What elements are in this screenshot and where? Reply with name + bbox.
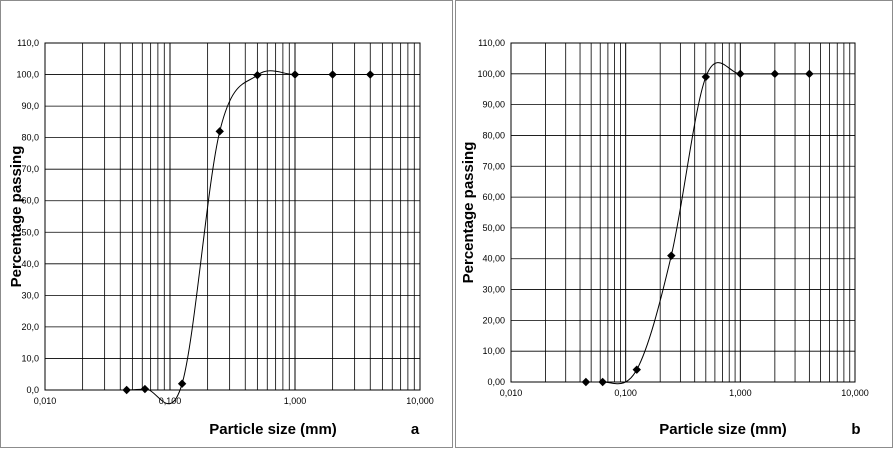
y-tick-label: 50,00 [482,223,505,233]
y-tick-label: 10,0 [21,353,39,363]
plot-area [45,43,420,390]
x-tick-label: 0,100 [614,388,637,398]
y-axis-title: Percentage passing [8,146,25,288]
x-tick-label: 10,000 [841,388,869,398]
plot-border [510,42,856,383]
x-axis-title: Particle size (mm) [659,421,787,438]
series-line [585,62,810,385]
y-tick-label: 80,00 [482,130,505,140]
chart-b-svg: 0,00 10,00 20,00 30,00 40,00 50,00 60,00 70,00 8… [460,38,869,438]
data-point [667,251,676,260]
data-point [215,127,224,136]
x-tick-label: 1,000 [284,396,307,406]
y-tick-label: 40,0 [21,259,39,269]
y-tick-label: 30,0 [21,290,39,300]
y-tick-label: 50,0 [21,227,39,237]
y-tick-label: 20,0 [21,322,39,332]
y-tick-label: 0,0 [26,385,39,395]
x-axis-title: Particle size (mm) [209,421,337,438]
data-point [177,379,187,388]
data-point [290,70,300,79]
plot-border [44,42,421,391]
y-tick-label: 90,00 [482,100,505,110]
data-point [328,70,337,79]
data-point [122,385,131,395]
y-tick-label: 110,00 [478,38,505,48]
panel-letter: a [411,421,420,438]
x-tick-label: 0,010 [34,396,57,406]
data-point [598,377,607,387]
chart-panel-b: 0,00 10,00 20,00 30,00 40,00 50,00 60,00 70,00 8… [455,0,893,448]
data-point [140,384,150,394]
x-tick-label: 0,100 [159,396,182,406]
data-point [253,70,262,80]
y-tick-label: 60,00 [482,192,505,202]
panel-letter: b [851,421,860,438]
data-point [366,70,375,79]
y-tick-label: 20,00 [482,315,505,325]
y-tick-label: 60,0 [21,196,39,206]
y-tick-label: 70,0 [21,164,39,174]
y-tick-label: 70,00 [482,161,505,171]
data-point [770,69,780,79]
y-tick-label: 30,00 [482,285,505,295]
y-tick-label: 90,0 [21,101,39,111]
y-tick-label: 10,00 [482,346,505,356]
x-tick-label: 10,000 [406,396,434,406]
y-axis-title: Percentage passing [460,142,477,284]
y-tick-label: 80,0 [21,133,39,143]
x-tick-label: 0,010 [500,388,523,398]
y-tick-label: 100,00 [477,69,505,79]
plot-area [511,43,855,382]
y-tick-label: 40,00 [482,254,505,264]
x-tick-label: 1,000 [729,388,752,398]
y-tick-label: 0,00 [487,377,505,387]
y-tick-label: 100,0 [16,70,39,80]
y-tick-label: 110,0 [17,38,39,48]
chart-a-svg: 0,0 10,0 20,0 30,0 40,0 50,0 60,0 70,0 80,0 90,0 1… [8,38,434,438]
chart-panel-a: 0,0 10,0 20,0 30,0 40,0 50,0 60,0 70,0 80,0 90,0 1… [0,0,453,448]
